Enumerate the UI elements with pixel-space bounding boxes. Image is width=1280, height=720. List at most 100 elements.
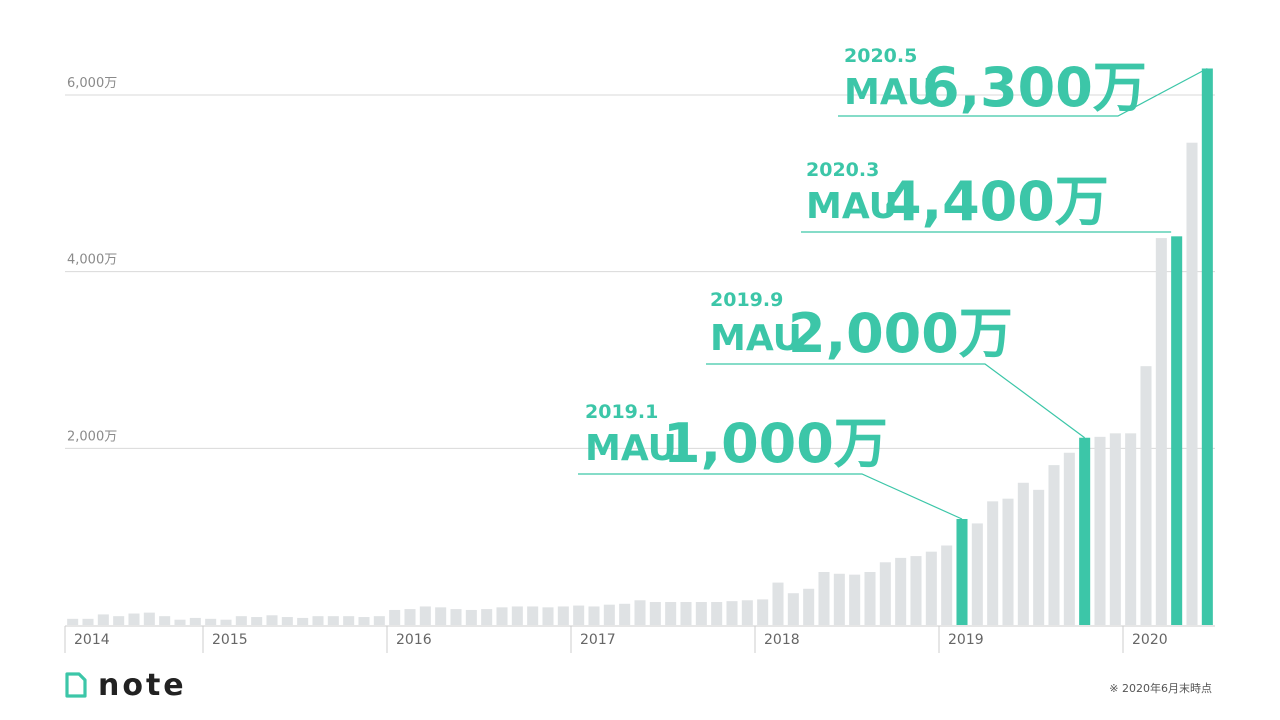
bar bbox=[925, 551, 937, 625]
bar bbox=[266, 615, 278, 625]
y-tick-label: 2,000万 bbox=[67, 429, 117, 444]
bar bbox=[97, 614, 109, 625]
bar bbox=[205, 618, 217, 625]
bar bbox=[849, 574, 861, 625]
bar bbox=[373, 616, 385, 625]
bar bbox=[358, 617, 370, 625]
bar bbox=[665, 602, 677, 625]
highlight-bar bbox=[1171, 236, 1183, 625]
bar bbox=[941, 545, 953, 625]
bar bbox=[143, 612, 155, 625]
bar bbox=[542, 607, 554, 625]
bar bbox=[174, 619, 186, 625]
y-tick-label: 4,000万 bbox=[67, 253, 117, 268]
annotation-value: 1,000万 bbox=[663, 412, 888, 475]
bar bbox=[757, 599, 769, 625]
bar bbox=[1033, 489, 1045, 625]
bar bbox=[1186, 142, 1198, 625]
bar bbox=[787, 593, 799, 625]
bar bbox=[496, 607, 508, 625]
bar bbox=[82, 618, 94, 625]
bar bbox=[803, 588, 815, 625]
bar bbox=[1048, 465, 1060, 625]
bar bbox=[404, 609, 416, 625]
annotation-date: 2019.9 bbox=[710, 289, 783, 311]
annotation-value: 6,300万 bbox=[922, 56, 1147, 119]
bar bbox=[987, 501, 999, 625]
x-tick-label: 2018 bbox=[764, 632, 800, 648]
bar bbox=[312, 616, 324, 625]
bar bbox=[327, 616, 339, 625]
bar bbox=[1063, 452, 1075, 625]
bar bbox=[879, 562, 891, 625]
bar bbox=[833, 573, 845, 625]
y-tick-label: 6,000万 bbox=[67, 76, 117, 91]
bar bbox=[235, 616, 247, 625]
bar bbox=[159, 616, 171, 625]
bar bbox=[1140, 366, 1152, 625]
highlight-bar bbox=[956, 519, 968, 625]
bar bbox=[527, 606, 539, 625]
bar bbox=[634, 600, 646, 625]
bar bbox=[465, 609, 477, 625]
bar bbox=[389, 609, 401, 625]
annotation-date: 2020.3 bbox=[806, 159, 879, 181]
annotation-date: 2020.5 bbox=[844, 45, 917, 67]
annotation-mau-label: MAU bbox=[585, 428, 677, 469]
bar bbox=[864, 572, 876, 625]
bar bbox=[1002, 498, 1014, 625]
bar bbox=[1017, 482, 1029, 625]
bar bbox=[971, 523, 983, 625]
bar bbox=[128, 613, 140, 625]
bar bbox=[588, 606, 600, 625]
note-logo-icon bbox=[65, 672, 87, 698]
bar bbox=[1094, 436, 1106, 625]
bar bbox=[343, 616, 355, 625]
bar bbox=[1125, 433, 1137, 625]
x-tick-label: 2017 bbox=[580, 632, 616, 648]
annotation-value: 4,400万 bbox=[884, 170, 1109, 233]
note-logo: note bbox=[64, 667, 187, 703]
logo-text: note bbox=[98, 667, 187, 703]
bar bbox=[695, 602, 707, 625]
bar bbox=[419, 606, 431, 625]
bar bbox=[1109, 433, 1121, 625]
bar bbox=[573, 605, 585, 625]
annotation-leader-line bbox=[578, 473, 963, 520]
bar bbox=[481, 609, 493, 625]
bar bbox=[557, 606, 569, 625]
bar bbox=[189, 617, 201, 625]
footnote: ※ 2020年6月末時点 bbox=[1109, 682, 1212, 695]
bar bbox=[511, 606, 523, 625]
bar bbox=[251, 617, 263, 625]
highlight-bar bbox=[1201, 68, 1213, 625]
highlight-bar bbox=[1079, 437, 1091, 625]
annotation-date: 2019.1 bbox=[585, 401, 658, 423]
annotation-value: 2,000万 bbox=[788, 302, 1013, 365]
bar bbox=[281, 617, 293, 625]
x-tick-label: 2015 bbox=[212, 632, 248, 648]
x-tick-label: 2016 bbox=[396, 632, 432, 648]
annotation-leader-line bbox=[838, 67, 1208, 117]
bar bbox=[711, 602, 723, 625]
x-tick-label: 2019 bbox=[948, 632, 984, 648]
x-tick-label: 2020 bbox=[1132, 632, 1168, 648]
bar bbox=[297, 617, 309, 625]
bar bbox=[741, 600, 753, 625]
bar bbox=[680, 602, 692, 625]
bar bbox=[113, 616, 125, 625]
bar bbox=[619, 603, 631, 625]
bar bbox=[67, 618, 79, 625]
bar bbox=[603, 604, 615, 625]
bar bbox=[649, 602, 661, 625]
bar bbox=[895, 557, 907, 625]
bar bbox=[220, 619, 232, 625]
bar bbox=[450, 609, 462, 625]
annotation-mau-label: MAU bbox=[710, 318, 802, 359]
